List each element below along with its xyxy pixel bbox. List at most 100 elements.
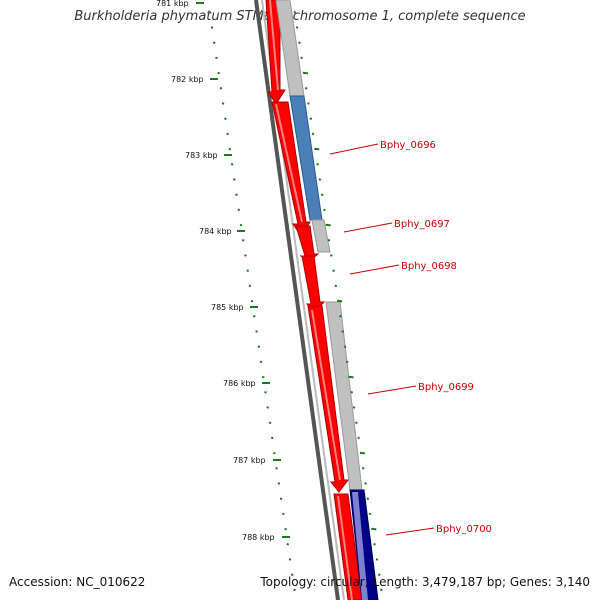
minor-tick [290,573,294,576]
minor-tick [323,208,326,212]
minor-tick [219,87,223,90]
minor-tick [320,193,324,196]
scale-label: 782 kbp [171,75,204,84]
scale-label: 786 kbp [223,379,256,388]
scale-label: 788 kbp [242,533,275,542]
minor-tick [235,193,238,196]
minor-tick [330,254,333,257]
minor-tick [244,254,247,257]
minor-tick [239,223,243,227]
minor-tick [293,11,297,14]
minor-tick [345,360,349,364]
minor-tick [253,315,256,318]
minor-tick [368,512,372,516]
gene-label[interactable]: Bphy_0700 [436,524,492,535]
minor-tick [268,421,272,424]
minor-tick [221,102,225,105]
cds-segment[interactable] [301,255,326,313]
minor-tick [246,269,249,272]
navy-feature-light [352,492,368,600]
gene-label[interactable]: Bphy_0699 [418,382,474,393]
callout-line [385,527,435,536]
gene-label[interactable]: Bphy_0696 [380,140,436,151]
scale-label: 783 kbp [185,151,218,160]
minor-tick [257,345,261,348]
minor-tick [339,315,342,318]
minor-tick [266,406,269,409]
scale-label: 781 kbp [156,0,189,8]
minor-tick [336,299,343,303]
minor-tick [255,330,258,333]
cds-highlight [311,309,341,481]
minor-tick [314,147,320,151]
minor-tick [371,527,377,531]
cds-highlight [275,103,303,223]
minor-tick [288,558,292,561]
minor-tick [325,223,331,227]
minor-tick [275,467,278,470]
minor-ticks-right [293,11,383,592]
minor-tick [241,239,245,242]
accession-text: Accession: NC_010622 [9,575,146,589]
minor-tick [262,375,265,379]
minor-tick [355,421,358,424]
minor-tick [273,451,276,455]
minor-tick [334,284,338,288]
minor-tick [361,467,365,470]
grey-feature[interactable] [311,219,331,253]
minor-tick [343,345,347,348]
minor-tick [348,375,354,379]
minor-tick [286,543,290,546]
minor-tick [341,330,344,333]
callout-line [343,222,393,233]
scale-label: 784 kbp [199,227,232,236]
scale-axis: 781 kbp 782 kbp 783 kbp 784 kbp 785 kbp … [156,0,290,542]
minor-tick [332,269,335,272]
minor-tick [233,178,236,181]
cds-track [265,0,363,600]
backbone-line-dark [254,0,340,600]
minor-tick [277,482,281,485]
scale-label: 785 kbp [211,303,244,312]
minor-tick [226,132,229,136]
minor-tick [359,451,366,455]
minor-tick [212,41,216,44]
minor-tick [224,117,227,120]
gene-label[interactable]: Bphy_0697 [394,219,450,230]
minor-tick [217,71,220,75]
minor-tick [215,56,218,60]
minor-tick [230,163,234,166]
minor-tick [279,497,283,500]
minor-tick [373,543,376,546]
callout-line [367,385,417,395]
minor-tick [350,391,354,394]
minor-tick [248,284,252,288]
minor-tick [307,102,310,105]
cds-highlight [269,0,279,91]
minor-tick [380,588,383,592]
cds-highlight [337,495,353,600]
minor-tick [377,573,381,576]
minor-tick [300,56,303,60]
minor-tick [316,163,319,166]
minor-tick [210,26,214,29]
minor-tick [309,117,313,120]
minor-tick [318,178,322,181]
minor-tick [237,208,240,212]
minor-tick [208,11,212,14]
minor-tick [282,512,285,516]
minor-tick [298,41,301,44]
minor-tick [357,436,360,440]
minor-tick [293,588,296,592]
minor-tick [250,299,254,303]
scale-label: 787 kbp [233,456,266,465]
minor-tick [264,391,267,394]
gene-label[interactable]: Bphy_0698 [401,261,457,272]
callout-line [329,143,379,155]
minor-tick [228,147,232,151]
minor-tick [352,406,356,409]
minor-tick [295,26,299,29]
gene-callouts: Bphy_0696 Bphy_0697 Bphy_0698 Bphy_0699 … [329,140,492,536]
